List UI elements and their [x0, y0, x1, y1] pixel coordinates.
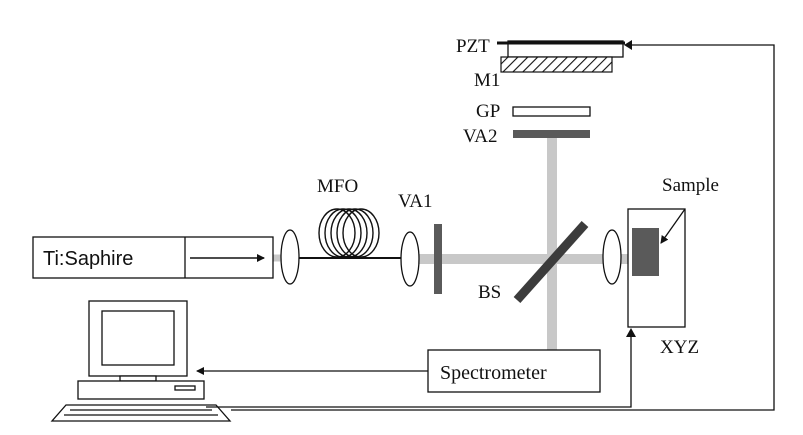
sample	[632, 228, 659, 276]
bs-label: BS	[478, 282, 501, 303]
sample-pointer-arrow	[660, 208, 686, 244]
spectrometer-label: Spectrometer	[440, 362, 547, 384]
pzt-label: PZT	[456, 36, 490, 57]
m1-label: M1	[474, 70, 500, 91]
gp-label: GP	[476, 101, 500, 122]
focusing-lens	[602, 229, 622, 285]
variable-attenuator-1	[434, 224, 442, 294]
laser-label: Ti:Saphire	[43, 248, 133, 270]
feedback-loop-wire	[231, 44, 775, 411]
stage-arrowhead	[626, 328, 636, 337]
variable-attenuator-2	[513, 130, 590, 138]
mfo-label: MFO	[317, 176, 358, 197]
glass-plate-gp	[512, 106, 591, 117]
sample-label: Sample	[662, 175, 719, 196]
mirror-m1	[500, 56, 613, 73]
coupling-lens	[280, 229, 300, 285]
beam-splitter	[513, 220, 589, 304]
va1-label: VA1	[398, 191, 433, 212]
computer-icon	[50, 300, 232, 422]
pzt-arrowhead	[624, 40, 632, 50]
va2-label: VA2	[463, 126, 498, 147]
xyz-label: XYZ	[660, 337, 699, 358]
computer-to-stage-wire	[206, 335, 632, 408]
fiber-coil-icon	[318, 208, 380, 258]
collimating-lens	[400, 231, 420, 287]
